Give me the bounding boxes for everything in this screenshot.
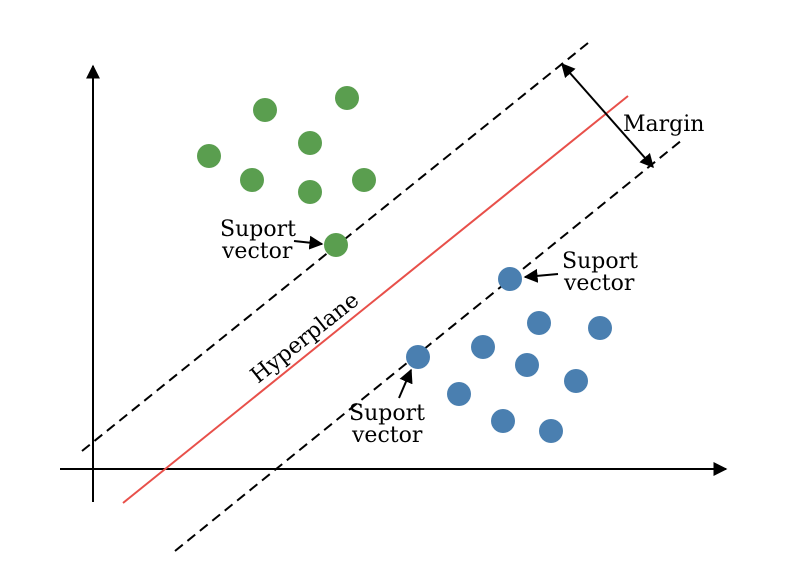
hyperplane-label: Hyperplane [246,288,364,389]
class-a-point [253,98,277,122]
class-b-points [406,267,612,443]
class-b-support-vector [406,345,430,369]
support-vector-label-line1: Suport [562,249,638,274]
support-vector-label-blue-right: Suport vector [523,249,638,296]
class-b-point [539,419,563,443]
class-b-point [515,353,539,377]
class-b-point [471,335,495,359]
support-vector-label-green: Suport vector [220,217,324,264]
class-b-point [588,316,612,340]
support-vector-arrow [523,268,559,283]
class-a-point [335,86,359,110]
lower-margin-line [174,139,683,552]
class-a-point [298,131,322,155]
class-b-point [527,311,551,335]
margin-label: Margin [623,112,704,137]
margin-arrow [561,62,654,169]
support-vector-label-line1: Suport [220,217,296,242]
support-vector-arrow [398,368,413,399]
class-b-point [564,369,588,393]
support-vector-label-line2: vector [351,423,423,448]
support-vector-label-blue-bottom: Suport vector [349,368,425,448]
support-vector-label-line2: vector [221,239,293,264]
class-a-point [197,144,221,168]
support-vector-label-line1: Suport [349,401,425,426]
class-b-point [491,409,515,433]
class-a-support-vector [324,233,348,257]
class-a-point [298,180,322,204]
class-b-point [447,382,471,406]
support-vector-arrow [293,235,324,250]
class-a-points [197,86,376,257]
support-vector-label-line2: vector [563,271,635,296]
class-a-point [240,168,264,192]
hyperplane-line [122,95,629,504]
class-a-point [352,168,376,192]
class-b-support-vector [498,267,522,291]
